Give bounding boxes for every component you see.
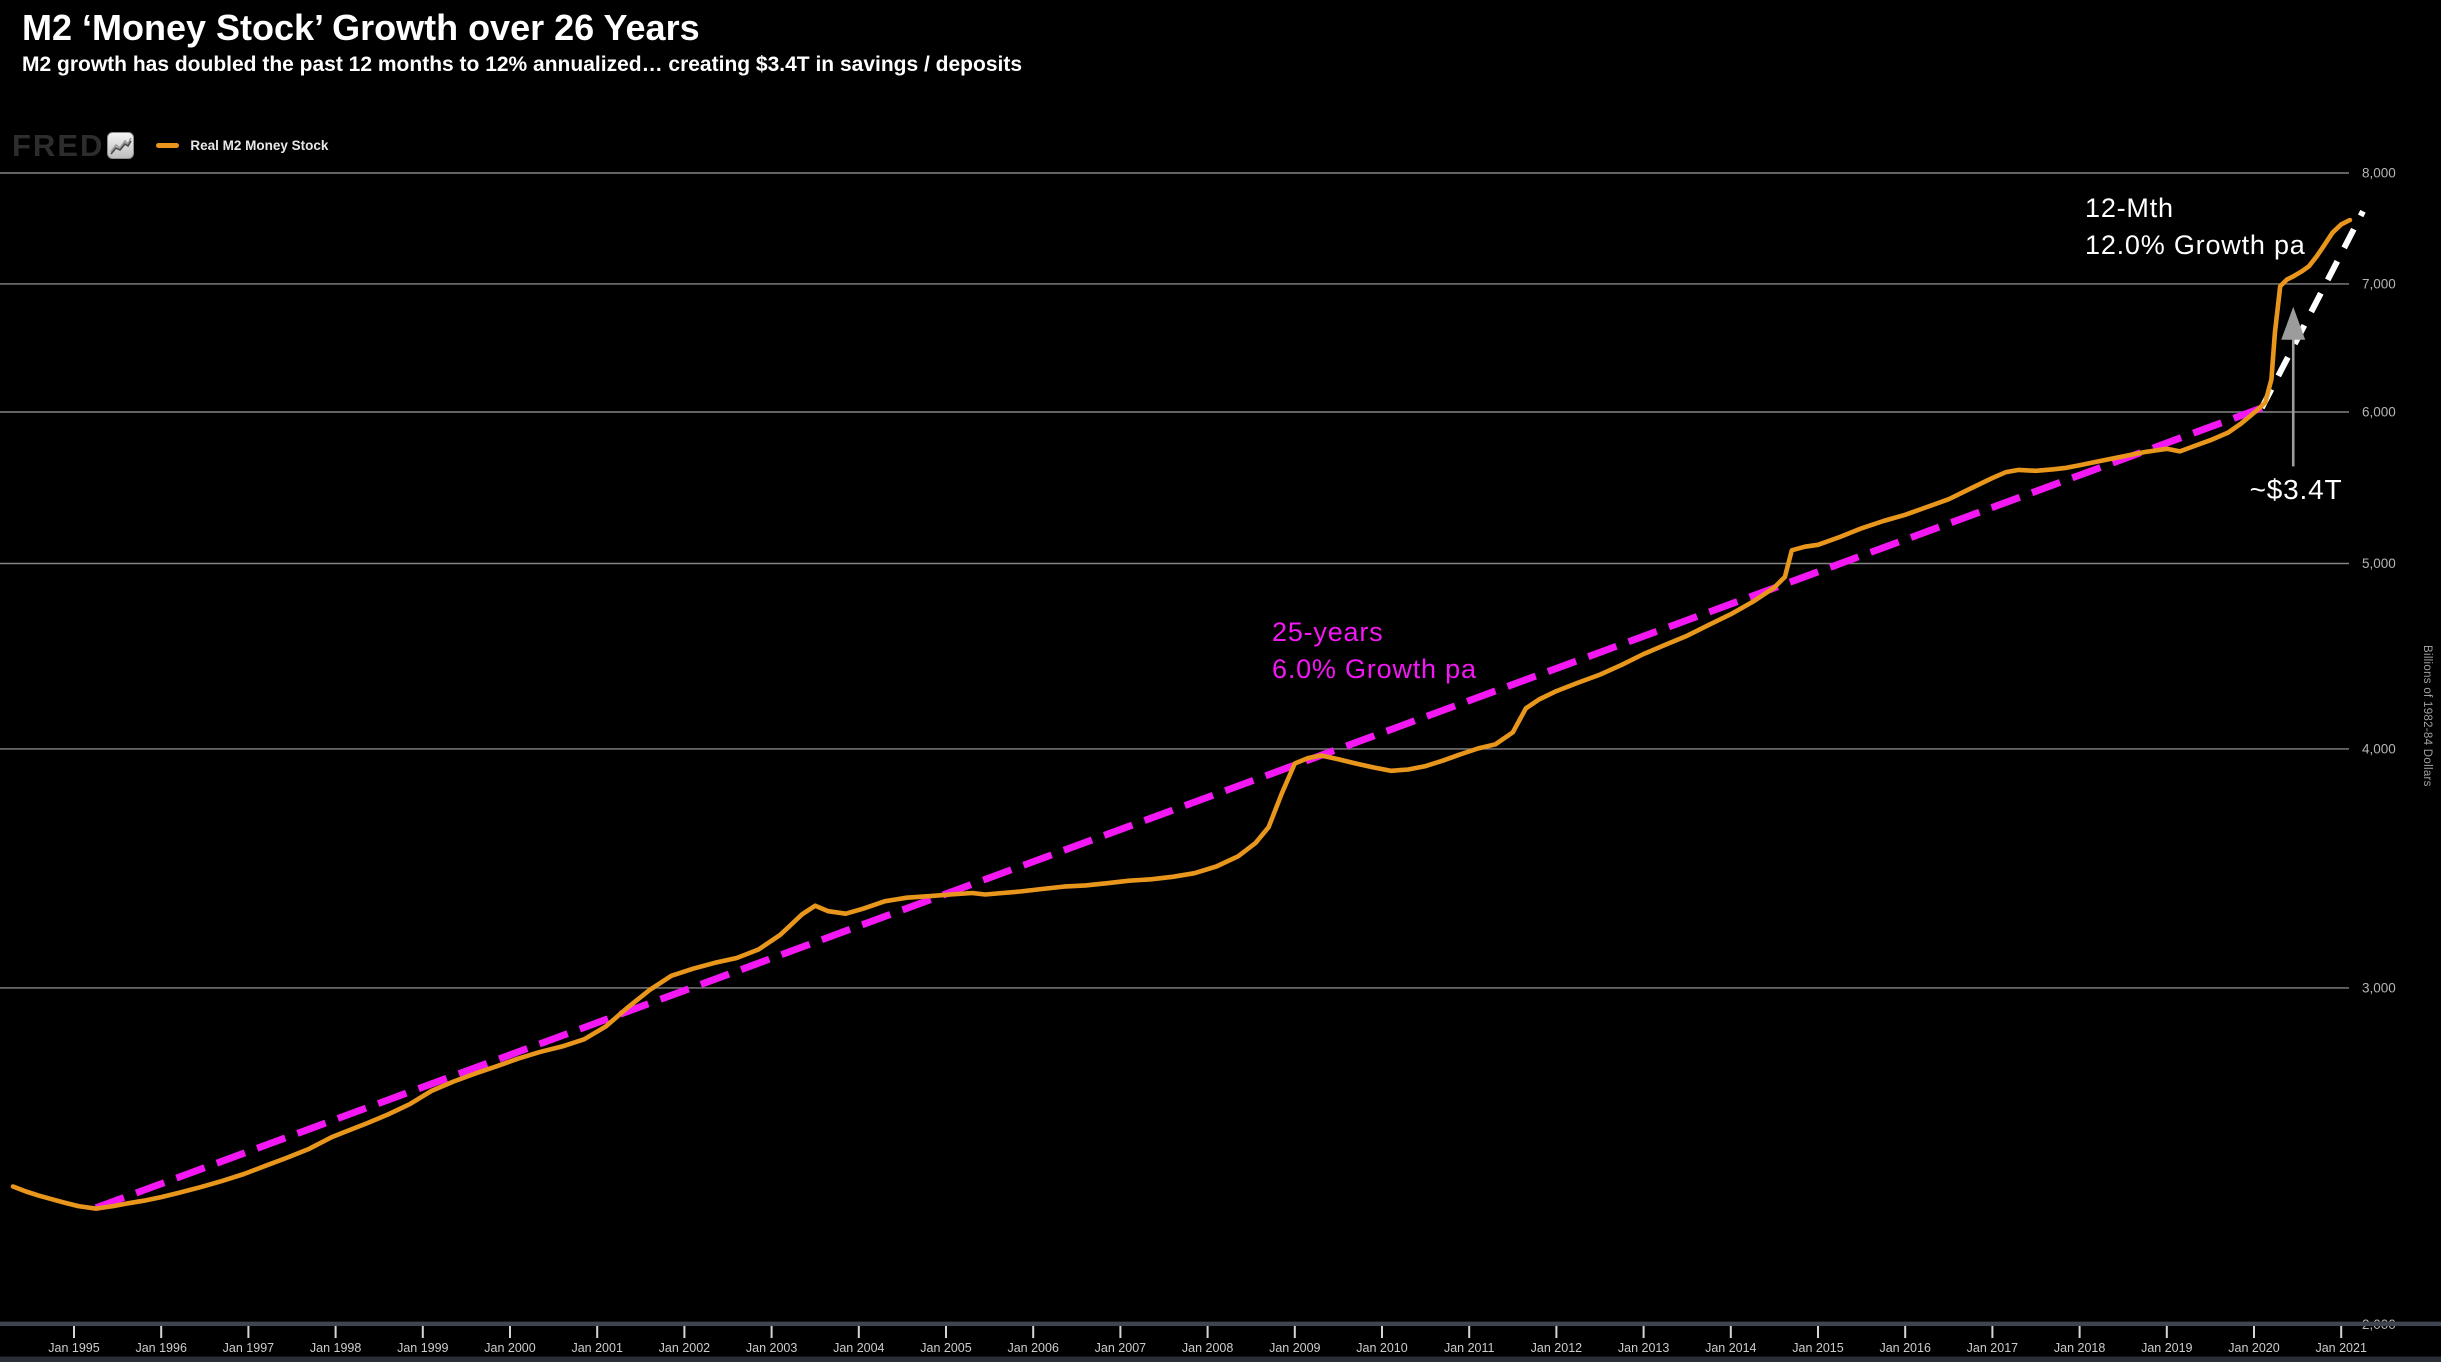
trend-line bbox=[94, 404, 2264, 1212]
x-tick-label: Jan 2016 bbox=[1879, 1341, 1930, 1355]
x-tick-label: Jan 2015 bbox=[1792, 1341, 1843, 1355]
annotation-line: 12-Mth bbox=[2085, 193, 2174, 223]
annotation-line: 6.0% Growth pa bbox=[1272, 654, 1477, 684]
y-tick-label: 3,000 bbox=[2362, 980, 2396, 995]
annotation-line: 12.0% Growth pa bbox=[2085, 230, 2306, 260]
x-tick-label: Jan 2006 bbox=[1007, 1341, 1058, 1355]
x-tick-label: Jan 2003 bbox=[746, 1341, 797, 1355]
x-tick-label: Jan 2018 bbox=[2054, 1341, 2105, 1355]
y-tick-label: 8,000 bbox=[2362, 166, 2396, 181]
projection-line bbox=[2259, 209, 2366, 410]
x-tick-label: Jan 2008 bbox=[1182, 1341, 1233, 1355]
x-tick-label: Jan 2010 bbox=[1356, 1341, 1407, 1355]
annotation-gap-3-4t: ~$3.4T bbox=[2249, 474, 2343, 505]
m2-line bbox=[10, 217, 2353, 1211]
x-tick-label: Jan 2000 bbox=[484, 1341, 535, 1355]
x-tick-label: Jan 2005 bbox=[920, 1341, 971, 1355]
y-tick-label: 5,000 bbox=[2362, 556, 2396, 571]
legend: Real M2 Money Stock bbox=[156, 138, 328, 153]
x-tick-label: Jan 2009 bbox=[1269, 1341, 1320, 1355]
brand-row: FRED Real M2 Money Stock bbox=[12, 125, 328, 165]
x-tick-label: Jan 2004 bbox=[833, 1341, 884, 1355]
y-axis-title: Billions of 1982-84 Dollars bbox=[2421, 645, 2433, 787]
x-tick-label: Jan 2007 bbox=[1095, 1341, 1146, 1355]
x-tick-label: Jan 2014 bbox=[1705, 1341, 1756, 1355]
y-tick-label: 4,000 bbox=[2362, 741, 2396, 756]
fred-logo: FRED bbox=[12, 127, 105, 163]
x-axis-line bbox=[0, 1321, 2441, 1326]
x-tick-label: Jan 2012 bbox=[1531, 1341, 1582, 1355]
y-tick-label: 6,000 bbox=[2362, 405, 2396, 420]
x-tick-label: Jan 2019 bbox=[2141, 1341, 2192, 1355]
chart-header: M2 ‘Money Stock’ Growth over 26 Years M2… bbox=[22, 6, 1022, 80]
x-tick-label: Jan 2020 bbox=[2228, 1341, 2279, 1355]
annotation-12mth-growth: 12-Mth 12.0% Growth pa bbox=[2085, 190, 2306, 264]
gap-arrow-head-icon bbox=[2281, 306, 2306, 340]
x-tick-label: Jan 1998 bbox=[310, 1341, 361, 1355]
page-subtitle: M2 growth has doubled the past 12 months… bbox=[22, 53, 1023, 76]
page-title: M2 ‘Money Stock’ Growth over 26 Years bbox=[22, 7, 700, 48]
legend-label-m2: Real M2 Money Stock bbox=[190, 137, 329, 153]
y-tick-label: 7,000 bbox=[2362, 276, 2396, 291]
bottom-border bbox=[0, 1356, 2441, 1362]
x-tick-label: Jan 2017 bbox=[1967, 1341, 2018, 1355]
annotation-line: 25-years bbox=[1272, 617, 1384, 647]
x-tick-label: Jan 1995 bbox=[48, 1341, 99, 1355]
fred-line-chart-badge-icon bbox=[107, 131, 135, 159]
x-tick-label: Jan 1997 bbox=[223, 1341, 274, 1355]
x-tick-label: Jan 1999 bbox=[397, 1341, 448, 1355]
annotation-25yr-growth: 25-years 6.0% Growth pa bbox=[1272, 614, 1477, 688]
x-tick-label: Jan 2011 bbox=[1444, 1341, 1495, 1355]
x-tick-label: Jan 2001 bbox=[571, 1341, 622, 1355]
x-tick-label: Jan 2021 bbox=[2315, 1341, 2366, 1355]
x-tick-label: Jan 1996 bbox=[135, 1341, 186, 1355]
x-tick-label: Jan 2013 bbox=[1618, 1341, 1669, 1355]
legend-swatch-m2 bbox=[156, 142, 180, 148]
x-tick-label: Jan 2002 bbox=[659, 1341, 710, 1355]
